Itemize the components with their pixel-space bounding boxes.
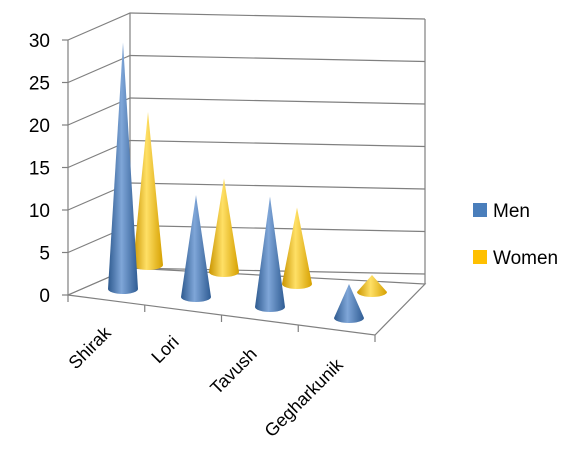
cone-women-tavush	[282, 207, 312, 289]
cone-body	[334, 284, 364, 323]
y-tick-label: 25	[29, 74, 50, 95]
y-tick-label: 20	[29, 116, 50, 137]
cone-men-gegharkunik	[334, 284, 364, 323]
x-tick-label: Lori	[147, 332, 182, 367]
cones	[108, 42, 387, 323]
cone-body	[357, 275, 387, 297]
y-tick-label: 10	[29, 201, 50, 222]
legend-swatch	[473, 250, 487, 264]
x-tick-label: Shirak	[65, 322, 116, 373]
cone-women-lori	[209, 178, 239, 277]
cone-men-tavush	[255, 196, 285, 312]
cone-body	[209, 178, 239, 277]
y-tick-label: 0	[39, 286, 50, 307]
cone-body	[108, 42, 138, 294]
y-tick-label: 5	[39, 244, 50, 265]
cone-body	[133, 112, 163, 270]
cone-body	[181, 195, 211, 302]
cone-women-shirak	[133, 112, 163, 270]
y-tick-labels: 0 5 10 15 20 25 30	[29, 31, 50, 307]
category-labels: Shirak Lori Tavush Gegharkunik	[65, 322, 348, 441]
legend-swatch	[473, 203, 487, 217]
x-tick-label: Tavush	[206, 344, 260, 398]
x-tick-label: Gegharkunik	[261, 354, 348, 441]
cone-body	[282, 207, 312, 289]
cone-women-gegharkunik	[357, 275, 387, 297]
cone-body	[255, 196, 285, 312]
cone-men-lori	[181, 195, 211, 302]
legend-label: Women	[493, 248, 558, 269]
legend: Men Women	[473, 201, 558, 269]
y-tick-label: 30	[29, 31, 50, 52]
gridline	[67, 12, 426, 41]
legend-label: Men	[493, 201, 530, 222]
cone-men-shirak	[108, 42, 138, 294]
y-tick-label: 15	[29, 159, 50, 180]
